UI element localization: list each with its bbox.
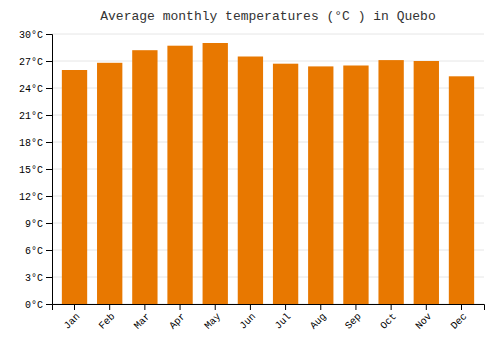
x-tick: Feb <box>97 304 118 332</box>
y-tick: 12°C <box>19 192 52 203</box>
title: Average monthly temperatures (°C ) in Qu… <box>100 9 435 24</box>
x-tick-mark <box>391 304 392 310</box>
y-tick-label: 9°C <box>25 219 43 230</box>
x-tick: Aug <box>308 304 329 332</box>
y-tick: 21°C <box>19 111 52 122</box>
y-tick-mark <box>46 88 52 89</box>
x-tick: Jan <box>62 304 83 332</box>
y-tick-label: 0°C <box>25 300 43 311</box>
bar <box>167 46 192 304</box>
bar <box>132 50 157 304</box>
x-tick-label: Apr <box>167 311 188 332</box>
bar <box>273 64 298 304</box>
chart: Jan Feb Mar Apr May Jun Jul Aug Sep Oct Nov Dec 0°C 3… <box>0 0 500 350</box>
y-tick-mark <box>46 250 52 251</box>
y-tick: 30°C <box>19 30 52 41</box>
y-tick: 6°C <box>25 246 52 257</box>
y-tick: 9°C <box>25 219 52 230</box>
x-tick-mark <box>109 304 110 310</box>
x-tick: Jul <box>273 304 294 332</box>
x-tick: Oct <box>378 304 399 332</box>
x-tick-mark <box>250 304 251 310</box>
x-tick-label: May <box>202 311 223 332</box>
x-tick-label: Nov <box>414 311 435 332</box>
y-tick-label: 15°C <box>19 165 43 176</box>
x-tick-mark <box>180 304 181 310</box>
y-tick-mark <box>46 196 52 197</box>
x-tick-mark <box>144 304 145 310</box>
x-tick-mark <box>215 304 216 310</box>
y-tick-mark <box>46 304 52 305</box>
x-tick: Mar <box>132 304 153 332</box>
y-tick: 24°C <box>19 84 52 95</box>
x-tick-label: Dec <box>449 311 470 332</box>
y-tick: 3°C <box>25 273 52 284</box>
axis-line <box>46 35 53 305</box>
grid-line <box>52 34 484 35</box>
axis-line <box>53 305 485 311</box>
y-tick: 15°C <box>19 165 52 176</box>
y-tick-label: 12°C <box>19 192 43 203</box>
chart-container: Jan Feb Mar Apr May Jun Jul Aug Sep Oct Nov Dec 0°C 3… <box>0 0 500 350</box>
x-tick-label: Jan <box>62 311 83 332</box>
bar <box>238 57 263 305</box>
x-tick: Dec <box>449 304 470 332</box>
x-tick: Jun <box>238 304 259 332</box>
x-tick-label: Sep <box>343 311 364 332</box>
y-tick-label: 3°C <box>25 273 43 284</box>
bar <box>308 66 333 304</box>
y-tick: 27°C <box>19 57 52 68</box>
y-tick-label: 21°C <box>19 111 43 122</box>
x-tick: Nov <box>414 304 435 332</box>
x-tick-mark <box>285 304 286 310</box>
x-tick-mark <box>355 304 356 310</box>
y-tick-mark <box>46 34 52 35</box>
bars <box>62 43 474 304</box>
y-tick-mark <box>46 223 52 224</box>
x-axis: Jan Feb Mar Apr May Jun Jul Aug Sep Oct Nov Dec <box>53 304 485 332</box>
bar <box>62 70 87 304</box>
y-tick-label: 27°C <box>19 57 43 68</box>
x-tick-label: Feb <box>97 311 118 332</box>
y-axis: 0°C 3°C 6°C 9°C 12°C 15°C 18°C 21°C 24°C 27°C 30°C <box>19 30 53 311</box>
y-tick-mark <box>46 142 52 143</box>
bar <box>378 60 403 304</box>
bar <box>449 76 474 304</box>
y-tick-label: 18°C <box>19 138 43 149</box>
x-tick-mark <box>426 304 427 310</box>
x-tick-label: Oct <box>378 311 399 332</box>
y-tick-label: 24°C <box>19 84 43 95</box>
x-tick-label: Mar <box>132 311 153 332</box>
x-tick-label: Jul <box>273 311 294 332</box>
y-tick: 0°C <box>25 300 52 311</box>
x-tick-mark <box>320 304 321 310</box>
x-tick-mark <box>74 304 75 310</box>
bar <box>97 63 122 304</box>
x-tick-label: Jun <box>238 311 259 332</box>
y-tick-mark <box>46 61 52 62</box>
x-tick: Apr <box>167 304 188 332</box>
x-tick-label: Aug <box>308 311 329 332</box>
bar <box>203 43 228 304</box>
x-tick: Sep <box>343 304 364 332</box>
x-tick: May <box>202 304 223 332</box>
y-tick-mark <box>46 115 52 116</box>
bar <box>343 66 368 305</box>
y-tick-mark <box>46 169 52 170</box>
y-tick-mark <box>46 277 52 278</box>
y-tick-label: 30°C <box>19 30 43 41</box>
bar <box>414 61 439 304</box>
grid <box>52 34 484 304</box>
y-tick: 18°C <box>19 138 52 149</box>
x-tick-mark <box>461 304 462 310</box>
y-tick-label: 6°C <box>25 246 43 257</box>
plot: Jan Feb Mar Apr May Jun Jul Aug Sep Oct Nov Dec 0°C 3… <box>19 30 485 332</box>
